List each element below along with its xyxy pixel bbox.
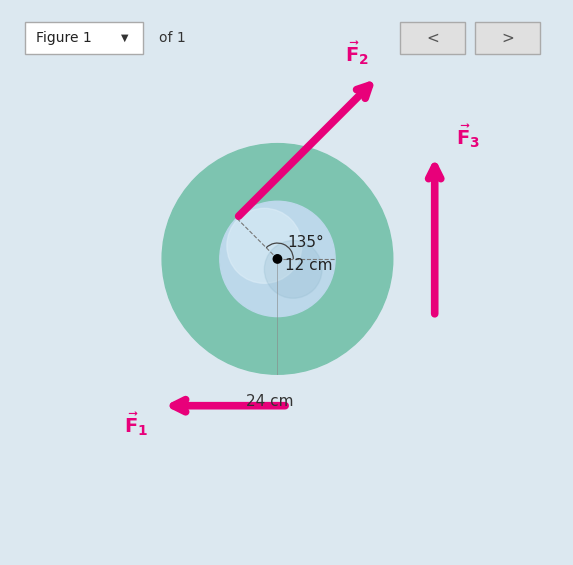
FancyBboxPatch shape — [25, 22, 143, 54]
Text: <: < — [426, 31, 439, 46]
Text: 135°: 135° — [287, 236, 324, 250]
Text: 24 cm: 24 cm — [246, 394, 293, 408]
Circle shape — [220, 201, 335, 316]
Text: ▼: ▼ — [121, 33, 128, 43]
Text: Figure 1: Figure 1 — [36, 31, 92, 45]
Circle shape — [162, 144, 393, 374]
Text: >: > — [501, 31, 514, 46]
Circle shape — [273, 255, 282, 263]
Text: of 1: of 1 — [159, 31, 186, 45]
Circle shape — [227, 208, 302, 283]
FancyBboxPatch shape — [476, 22, 540, 54]
Circle shape — [264, 241, 322, 298]
Text: 12 cm: 12 cm — [285, 258, 333, 273]
Text: $\mathregular{\vec{F}_3}$: $\mathregular{\vec{F}_3}$ — [456, 123, 480, 150]
FancyBboxPatch shape — [401, 22, 465, 54]
Text: $\mathregular{\vec{F}_1}$: $\mathregular{\vec{F}_1}$ — [124, 411, 148, 438]
Text: $\mathregular{\vec{F}_2}$: $\mathregular{\vec{F}_2}$ — [344, 40, 368, 67]
